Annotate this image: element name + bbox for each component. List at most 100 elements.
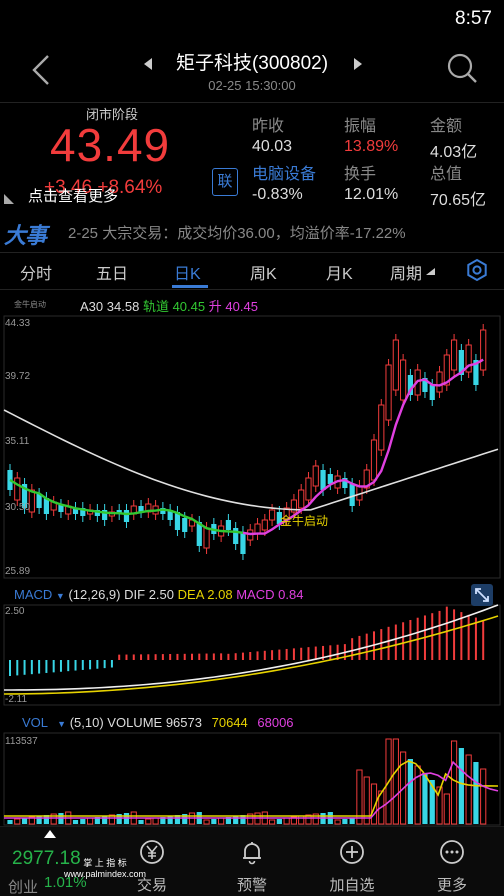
back-arrow-icon[interactable] bbox=[22, 50, 62, 90]
index-name: 创业 bbox=[8, 879, 39, 896]
candle-body bbox=[138, 506, 144, 512]
macd-chart-frame bbox=[3, 604, 501, 706]
major-events-logo[interactable]: 大事 bbox=[4, 223, 47, 248]
price-change: +3.46 +8.64% bbox=[44, 177, 162, 199]
index-value[interactable]: 2977.18 bbox=[12, 848, 81, 869]
add-icon bbox=[340, 840, 364, 864]
tab-intraday[interactable]: 分时 bbox=[20, 266, 53, 283]
macd-label: MACD bbox=[236, 587, 275, 602]
volume-bar bbox=[160, 817, 166, 824]
settings-gear-icon[interactable] bbox=[465, 258, 489, 282]
candle-body bbox=[261, 519, 268, 531]
nav-add-watchlist-label: 加自选 bbox=[329, 877, 375, 894]
vol-indicator-name[interactable]: VOL bbox=[22, 715, 48, 730]
index-expand-icon[interactable] bbox=[44, 830, 56, 838]
nav-trade[interactable]: 交易 bbox=[112, 827, 192, 896]
tab-daily-k[interactable]: 日K bbox=[174, 266, 201, 283]
macd-bars bbox=[9, 606, 485, 676]
volume-bar bbox=[436, 786, 443, 825]
volume-bar bbox=[363, 776, 370, 825]
volume-bar bbox=[152, 817, 159, 825]
volume-bar bbox=[422, 773, 428, 824]
active-tab-indicator bbox=[172, 285, 208, 288]
tab-five-day[interactable]: 五日 bbox=[96, 266, 129, 283]
candle-body bbox=[349, 484, 355, 506]
expand-triangle-icon[interactable] bbox=[4, 194, 14, 204]
track-line-magenta bbox=[242, 358, 484, 536]
candle-body bbox=[465, 344, 472, 373]
track-value: 40.45 bbox=[172, 299, 206, 314]
candle-body bbox=[312, 465, 319, 487]
volume-bar bbox=[407, 759, 413, 824]
candle-body bbox=[458, 350, 464, 375]
volume-bar bbox=[247, 813, 254, 825]
previous-stock-icon[interactable] bbox=[142, 57, 154, 71]
volume-bar bbox=[305, 814, 312, 825]
news-headline[interactable]: 2-25 大宗交易：成交均价36.00，均溢价率-17.22% bbox=[68, 225, 406, 242]
y-label-3: 35.11 bbox=[5, 436, 30, 447]
dif-line bbox=[3, 604, 499, 691]
volume-bar bbox=[167, 816, 173, 824]
market-cap-label: 总值 bbox=[430, 166, 463, 183]
prev-close-value: 40.03 bbox=[252, 138, 293, 155]
volume-bar bbox=[450, 740, 458, 825]
macd-y-top: 2.50 bbox=[5, 606, 25, 617]
tab-weekly-k[interactable]: 周K bbox=[250, 266, 277, 283]
fullscreen-icon[interactable] bbox=[470, 583, 494, 607]
candlesticks bbox=[7, 324, 487, 560]
volume-bar bbox=[138, 820, 144, 824]
volume-bar bbox=[86, 817, 94, 825]
volume-bar bbox=[429, 780, 435, 824]
nav-add-watchlist[interactable]: 加自选 bbox=[312, 827, 392, 896]
a30-label: A30 bbox=[80, 299, 104, 314]
volume-bar bbox=[283, 817, 290, 825]
nav-more-label: 更多 bbox=[436, 877, 467, 894]
tab-monthly-k[interactable]: 月K bbox=[326, 266, 353, 283]
volume-bar bbox=[94, 817, 100, 824]
sector-link[interactable]: 电脑设备 bbox=[252, 166, 317, 183]
volume-bar bbox=[203, 819, 210, 825]
macd-dropdown-icon[interactable]: ▼ bbox=[55, 591, 65, 601]
candle-body bbox=[276, 512, 282, 524]
view-more-tip[interactable]: 点击查看更多 bbox=[28, 188, 119, 205]
candle-body bbox=[21, 484, 28, 508]
candle-body bbox=[36, 494, 42, 508]
nav-alert[interactable]: 预警 bbox=[212, 827, 292, 896]
volume-bar bbox=[458, 748, 464, 824]
y-label-2: 39.72 bbox=[5, 371, 31, 382]
y-label-4: 30.50 bbox=[5, 502, 31, 513]
a30-line bbox=[3, 409, 499, 511]
nav-more[interactable]: 更多 bbox=[412, 827, 492, 896]
turnover-rate-value: 12.01% bbox=[344, 186, 399, 203]
dif-value: 2.50 bbox=[148, 587, 175, 602]
volume-bar bbox=[7, 820, 13, 824]
candle-body bbox=[363, 469, 370, 489]
candle-body bbox=[233, 528, 239, 544]
macd-indicator-name[interactable]: MACD bbox=[14, 587, 53, 602]
candle-body bbox=[167, 510, 173, 520]
volume-bar bbox=[43, 815, 49, 824]
next-stock-icon[interactable] bbox=[352, 57, 364, 71]
volume-bar bbox=[108, 814, 116, 825]
y-label-bottom: 25.89 bbox=[5, 566, 31, 577]
track-line-green bbox=[9, 478, 251, 536]
volume-bar bbox=[240, 815, 246, 824]
stock-title[interactable]: 矩子科技(300802) bbox=[175, 53, 329, 74]
candle-body bbox=[268, 509, 276, 521]
search-icon[interactable] bbox=[444, 50, 480, 86]
volume-bar bbox=[116, 814, 122, 824]
tab-period[interactable]: 周期 bbox=[390, 266, 423, 283]
period-dropdown-icon[interactable] bbox=[426, 268, 435, 275]
prev-close-label: 昨收 bbox=[252, 118, 285, 135]
candle-body bbox=[94, 510, 100, 516]
candle-body bbox=[290, 499, 298, 513]
volume-bar bbox=[102, 816, 108, 824]
indicator-name[interactable]: 金牛启动 bbox=[14, 300, 46, 309]
margin-trading-badge[interactable]: 联 bbox=[212, 168, 238, 196]
volume-ma5-line bbox=[4, 760, 499, 817]
volume-chart-frame bbox=[3, 732, 501, 826]
vol-dropdown-icon[interactable]: ▼ bbox=[57, 719, 67, 729]
volume-bar bbox=[14, 818, 21, 825]
volume-bar bbox=[480, 768, 487, 825]
